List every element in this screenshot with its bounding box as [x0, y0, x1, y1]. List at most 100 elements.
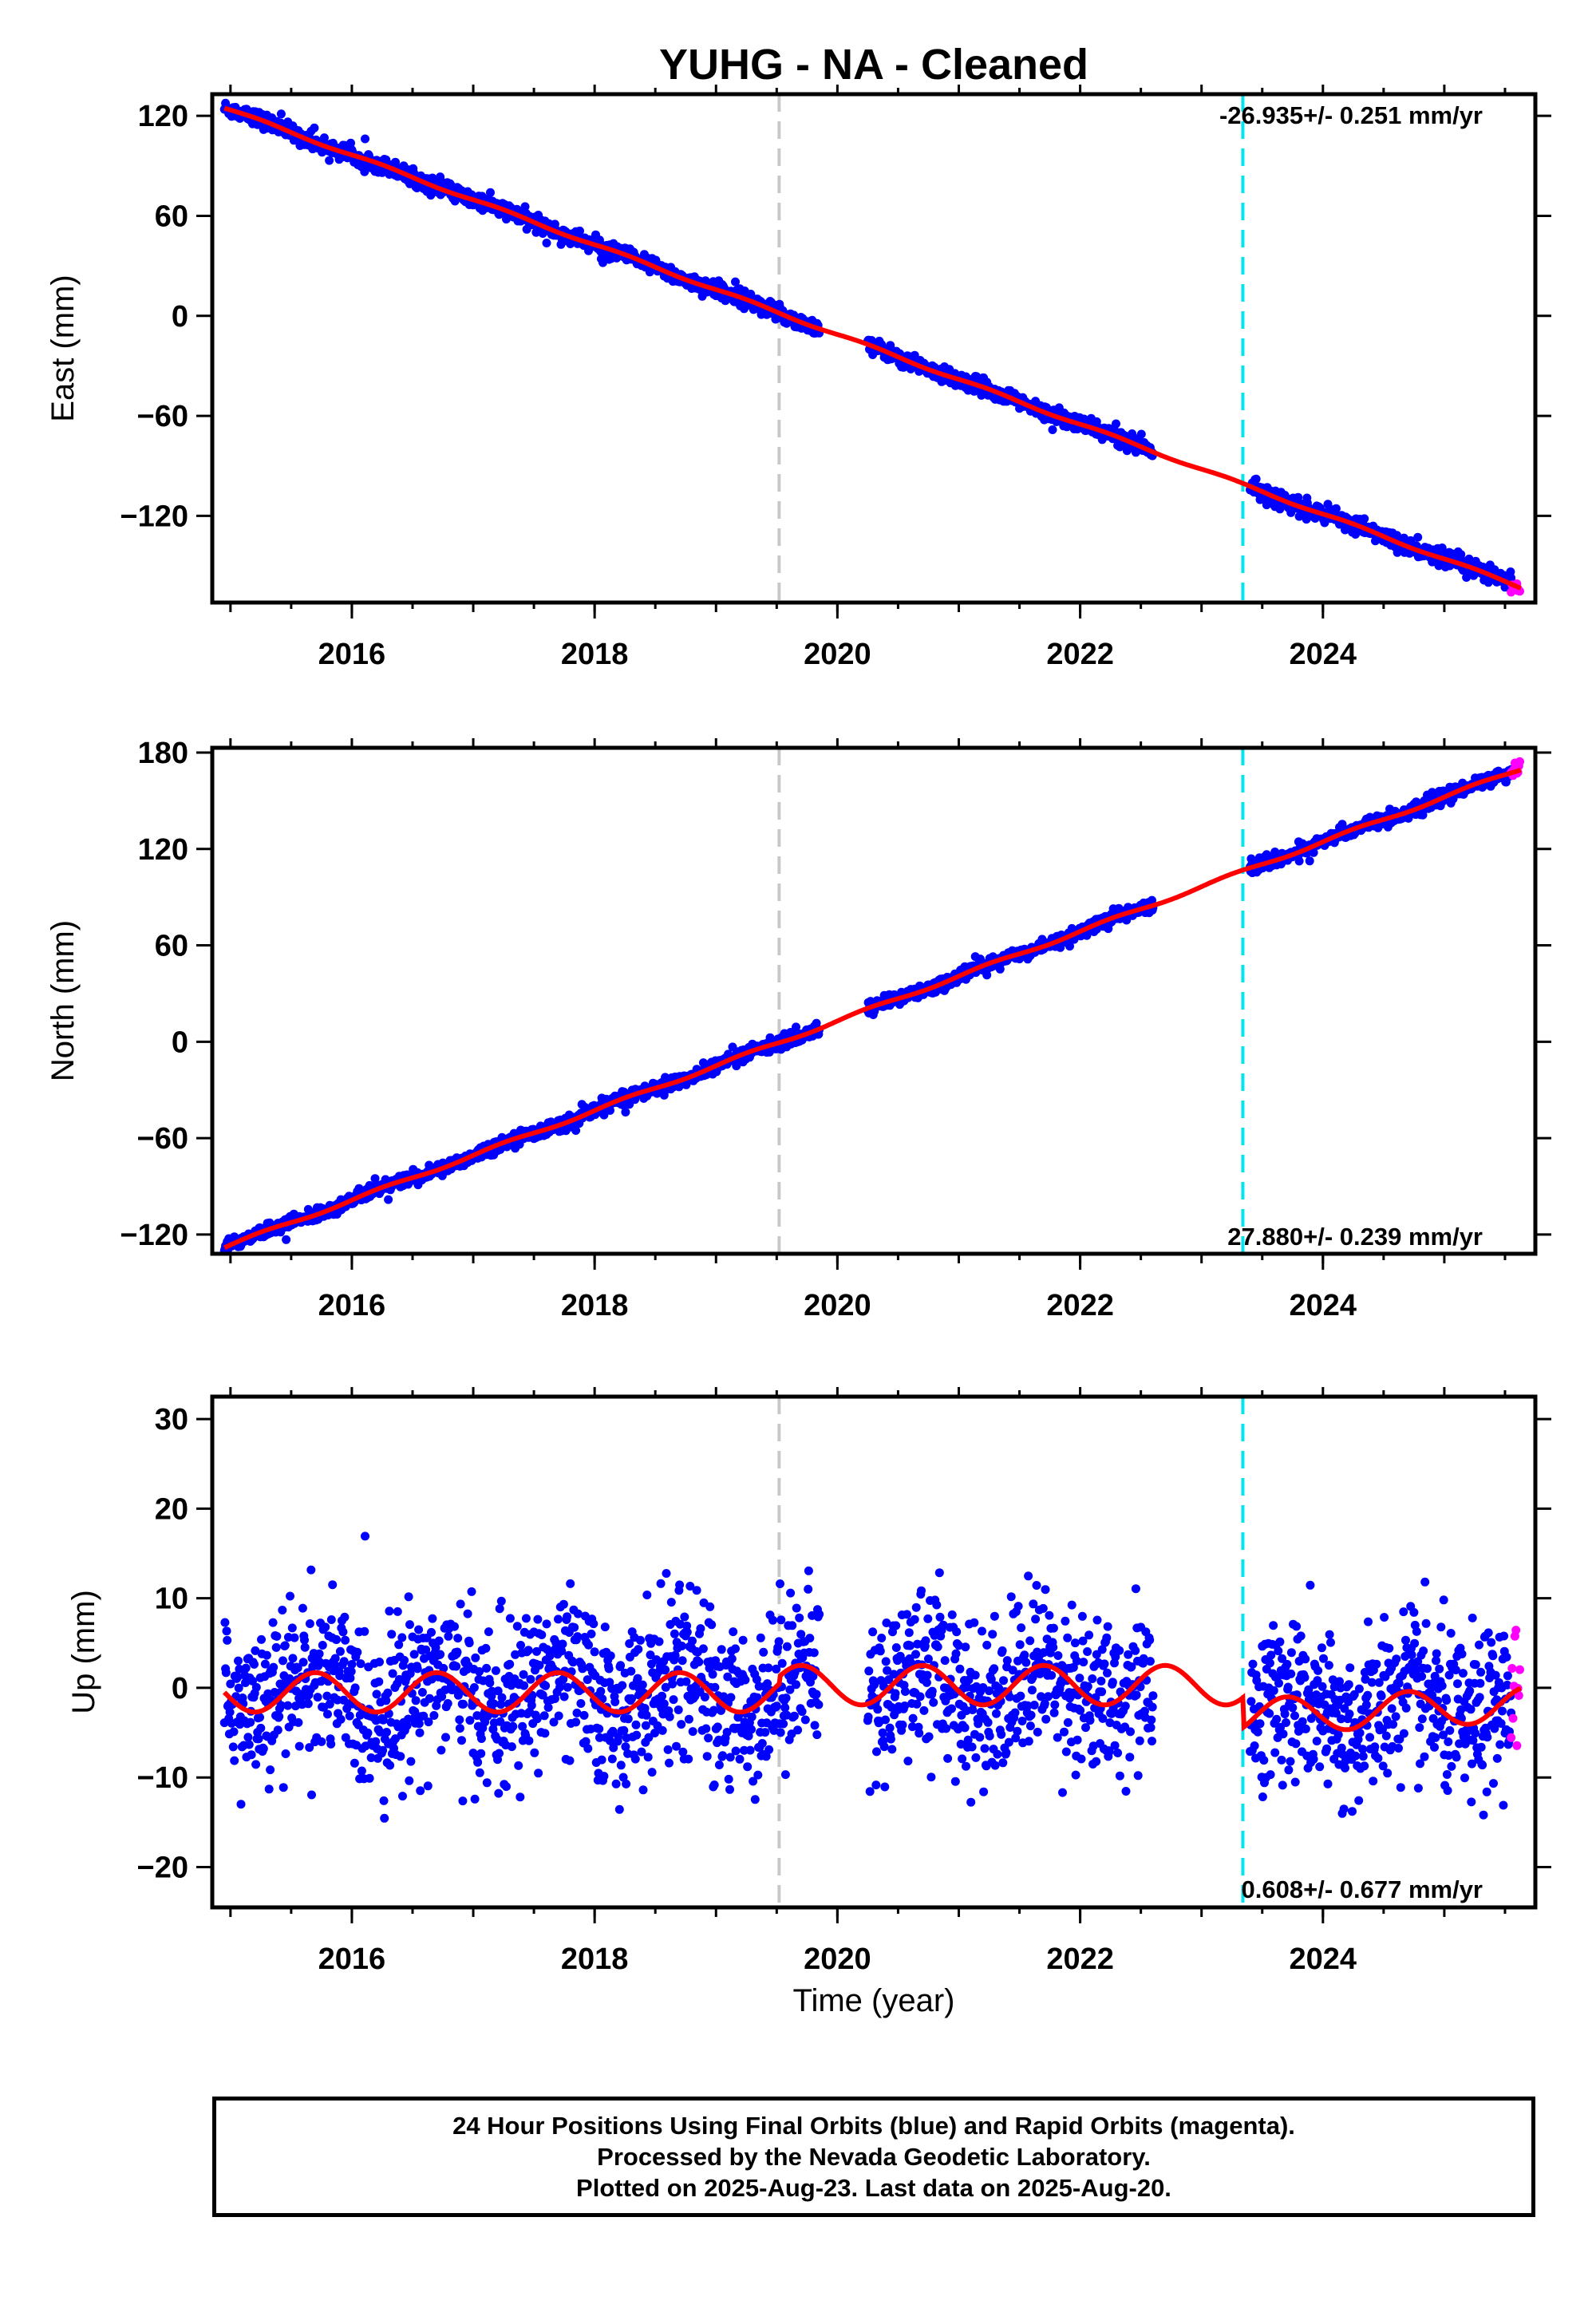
data-point [346, 138, 355, 148]
data-point [385, 1607, 394, 1616]
data-point [332, 1635, 342, 1644]
y-tick-label: −60 [137, 400, 188, 433]
data-point [294, 1741, 304, 1751]
data-point [563, 1612, 572, 1622]
data-point [458, 1796, 468, 1806]
data-point [257, 1634, 266, 1644]
data-point [456, 1599, 465, 1609]
data-point [611, 1779, 621, 1788]
data-point [516, 1792, 525, 1802]
data-point [411, 1696, 421, 1705]
data-point [409, 1650, 419, 1659]
data-point [382, 1728, 391, 1737]
y-axis-label-north: North (mm) [45, 920, 81, 1081]
data-point [221, 1668, 231, 1678]
y-tick-label: 60 [155, 200, 188, 233]
data-point [1251, 474, 1261, 484]
data-point [325, 156, 334, 165]
data-point [505, 1614, 515, 1623]
data-point [428, 1614, 437, 1623]
data-point [234, 1656, 243, 1666]
data-point [326, 1739, 336, 1749]
data-point [626, 1666, 636, 1676]
data-point [512, 1622, 522, 1631]
data-point [404, 1592, 413, 1602]
data-point [631, 1720, 641, 1729]
data-point [341, 1635, 350, 1645]
data-point [222, 1626, 231, 1636]
data-point [256, 1723, 266, 1733]
data-point [273, 1725, 282, 1735]
data-point [558, 1639, 567, 1649]
y-tick-label: −120 [120, 500, 188, 533]
data-point [467, 1587, 476, 1596]
data-point [405, 1620, 414, 1630]
data-point [537, 1630, 547, 1639]
data-point [268, 1618, 278, 1627]
data-point [385, 1761, 395, 1770]
data-point [347, 1660, 357, 1669]
data-point [279, 1783, 288, 1792]
data-point [566, 1579, 575, 1588]
data-point [280, 1641, 290, 1650]
data-point [443, 1699, 452, 1708]
data-point [1305, 856, 1314, 866]
data-point [554, 1711, 563, 1721]
data-point [300, 1642, 310, 1652]
data-point [387, 1630, 397, 1639]
data-point [326, 1615, 336, 1624]
data-point [361, 1531, 369, 1541]
data-point [229, 1727, 239, 1737]
data-point [470, 1794, 480, 1804]
data-point [244, 1740, 254, 1749]
y-tick-label: −120 [120, 1219, 188, 1252]
data-point [584, 1640, 593, 1650]
data-point [290, 1633, 299, 1642]
data-point [543, 1703, 553, 1712]
model-curve-north [223, 768, 1522, 1251]
data-point [497, 1693, 507, 1702]
data-point [616, 1761, 626, 1770]
data-point [521, 1614, 531, 1623]
x-tick-label: 2018 [561, 638, 629, 671]
data-point [514, 1761, 523, 1770]
data-point [496, 1596, 506, 1606]
data-point [310, 123, 319, 132]
data-point [453, 1634, 463, 1643]
data-point [417, 1688, 427, 1697]
data-point [314, 1649, 324, 1658]
data-point [482, 1663, 492, 1673]
data-point [519, 1681, 529, 1690]
data-point [455, 1715, 464, 1725]
data-point [230, 1756, 239, 1765]
data-point [383, 1688, 393, 1697]
data-point [398, 1792, 407, 1801]
data-point [459, 1699, 468, 1709]
data-point [254, 1734, 263, 1744]
data-point [473, 1757, 483, 1767]
figure-title: YUHG - NA - Cleaned [659, 41, 1088, 89]
data-point [266, 1765, 275, 1775]
data-point [220, 1618, 230, 1627]
data-point [279, 1656, 287, 1666]
data-point [393, 1607, 402, 1616]
data-point [455, 1724, 464, 1733]
x-tick-label: 2018 [561, 1289, 629, 1322]
data-point [306, 1565, 316, 1575]
data-point [597, 1755, 606, 1765]
data-point [287, 1623, 297, 1633]
data-point [250, 1659, 259, 1669]
data-point [523, 1646, 533, 1655]
data-point [1112, 419, 1120, 429]
data-point [457, 1736, 466, 1745]
y-tick-label: 120 [138, 100, 188, 133]
data-point [335, 1646, 345, 1656]
data-point [363, 1728, 373, 1737]
data-point [434, 1636, 444, 1646]
data-point [405, 1776, 414, 1785]
data-point [350, 1683, 360, 1693]
data-point [236, 1800, 246, 1809]
data-point [618, 1681, 627, 1690]
